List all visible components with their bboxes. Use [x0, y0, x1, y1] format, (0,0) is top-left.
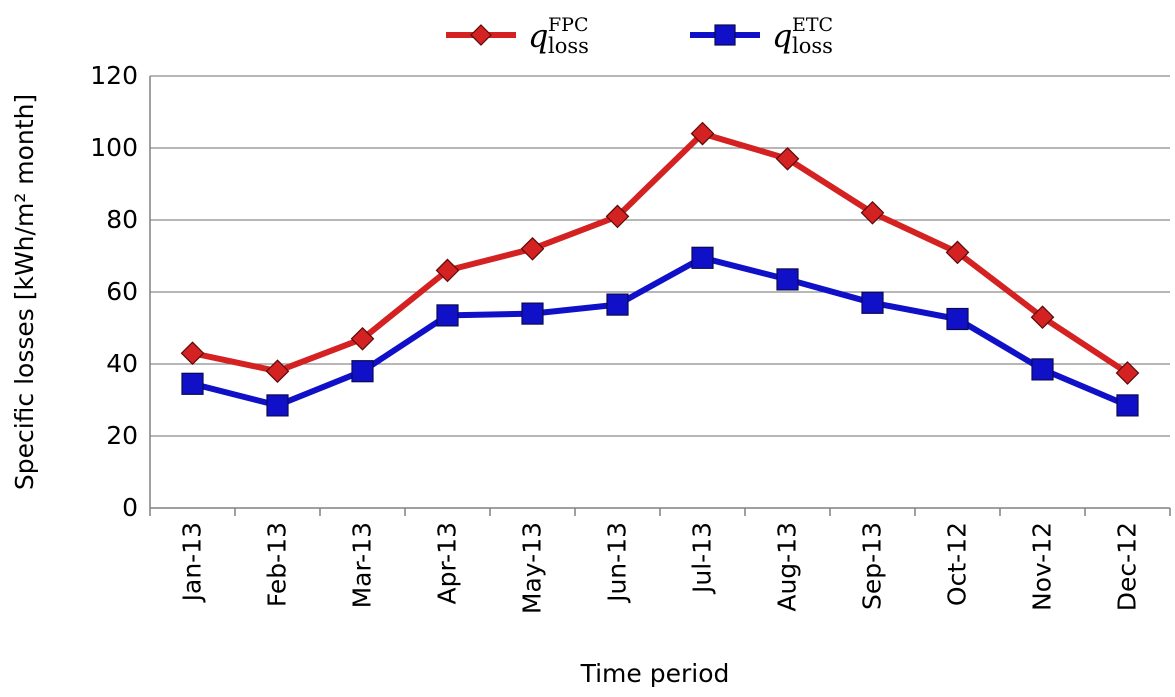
x-tick-label: Jan-13 [178, 522, 207, 603]
data-point-fpc [605, 204, 630, 229]
y-tick-label: 20 [106, 421, 138, 450]
series-line-etc [191, 254, 1129, 409]
y-tick-label: 100 [90, 133, 138, 162]
y-tick-label: 80 [106, 205, 138, 234]
data-point-etc [351, 360, 374, 383]
y-tick-label: 0 [122, 493, 138, 522]
data-point-fpc [860, 200, 885, 225]
x-axis-title: Time period [580, 659, 730, 688]
data-point-fpc [350, 326, 375, 351]
data-point-etc [1031, 358, 1054, 381]
y-tick-label: 120 [90, 61, 138, 90]
legend-label-subscript: loss [548, 34, 589, 58]
data-point-etc [436, 304, 459, 327]
x-tick-label: Jul-13 [688, 522, 717, 595]
legend-label-superscript: FPC [548, 14, 589, 36]
legend-label-base: q [528, 17, 548, 55]
data-point-etc [266, 394, 289, 417]
data-point-etc [606, 293, 629, 316]
y-tick-label: 60 [106, 277, 138, 306]
legend-marker-diamond [470, 24, 492, 46]
data-point-fpc [775, 146, 800, 171]
legend-label-superscript: ETC [792, 14, 833, 36]
data-point-etc [946, 307, 969, 331]
x-tick-label: Jun-13 [603, 522, 632, 604]
series-lines [191, 130, 1130, 409]
data-point-etc [776, 268, 799, 291]
x-tick-label: Nov-12 [1028, 522, 1057, 611]
data-point-fpc [265, 359, 290, 384]
data-point-fpc [180, 341, 205, 366]
x-tick-label: Feb-13 [263, 522, 292, 607]
data-point-etc [181, 372, 204, 395]
legend-marker-square [714, 24, 736, 46]
y-axis-title: Specific losses [kWh/m² month] [10, 94, 39, 490]
gridlines [150, 75, 1170, 437]
legend-label-base: q [772, 17, 792, 55]
data-point-fpc [690, 121, 715, 146]
x-tick-label: Aug-13 [773, 522, 802, 612]
data-point-fpc [435, 258, 460, 283]
data-point-fpc [1030, 305, 1055, 330]
data-point-etc [521, 302, 544, 325]
x-tick-label: Mar-13 [348, 522, 377, 608]
x-tick-label: May-13 [518, 522, 547, 614]
data-point-etc [861, 291, 884, 314]
y-tick-label: 40 [106, 349, 138, 378]
x-tick-label: Sep-13 [858, 522, 887, 610]
data-point-fpc [520, 236, 545, 261]
legend-label-subscript: loss [792, 34, 833, 58]
x-tick-label: Apr-13 [433, 522, 462, 604]
series-line-fpc [191, 130, 1130, 376]
data-point-fpc [1115, 361, 1140, 385]
data-point-etc [691, 246, 714, 269]
data-point-etc [1116, 394, 1139, 417]
axis-labels: Specific losses [kWh/m² month] Time peri… [10, 94, 729, 688]
axes: 0 20 40 60 80 100 120 Jan-13 Feb-13 Mar-13 Apr-13 M… [90, 61, 1171, 614]
x-tick-label: Dec-12 [1113, 522, 1142, 611]
x-tick-label: Oct-12 [943, 522, 972, 606]
data-point-fpc [945, 240, 970, 265]
series-markers [180, 121, 1140, 417]
